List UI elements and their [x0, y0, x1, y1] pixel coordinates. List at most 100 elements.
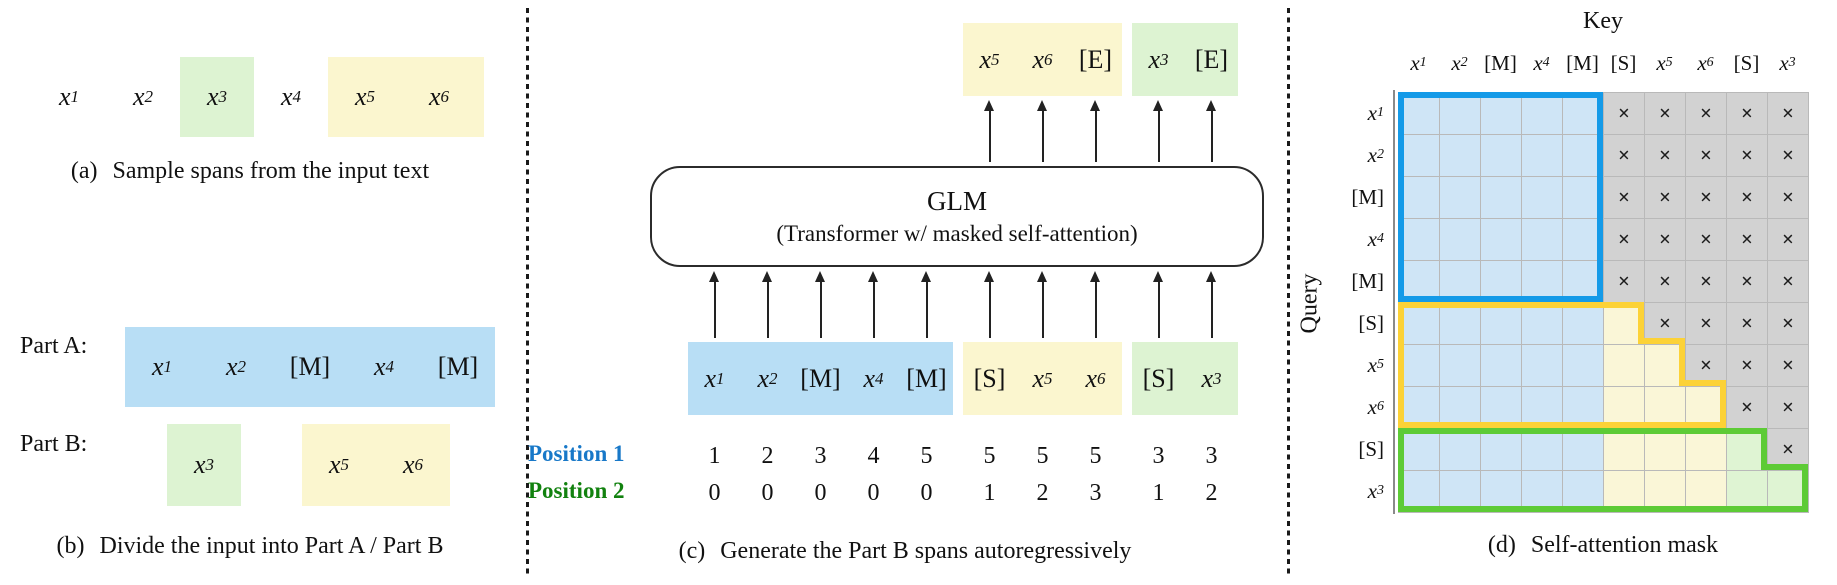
up-arrow-icon: [984, 100, 995, 162]
panel-a-caption-prefix: (a): [70, 158, 98, 184]
mask-cell-visible: [1563, 303, 1604, 345]
mask-cell-visible: [1604, 429, 1645, 471]
token-s: [S]: [963, 342, 1016, 415]
panel-d-caption-prefix: (d): [1487, 532, 1516, 558]
mask-cell-visible: [1440, 93, 1481, 135]
up-arrow-icon: [1090, 100, 1101, 162]
mask-cell-masked: ×: [1768, 303, 1809, 345]
mask-cell-visible: [1563, 471, 1604, 513]
mask-cell-masked: ×: [1768, 429, 1809, 471]
token-empty: [688, 23, 741, 96]
mask-cell-visible: [1399, 471, 1440, 513]
mask-cell-masked: ×: [1686, 261, 1727, 303]
up-arrow-icon: [762, 271, 773, 338]
mask-cell-visible: [1481, 93, 1522, 135]
up-arrow-icon: [1153, 100, 1164, 162]
mask-cell-masked: ×: [1727, 303, 1768, 345]
output-arrows: [688, 100, 1238, 162]
query-axis-line: [1393, 90, 1395, 514]
mask-cell-visible: [1481, 261, 1522, 303]
up-arrow-icon: [1090, 271, 1101, 338]
position1-value: 5: [920, 442, 933, 469]
token-m: [M]: [794, 342, 847, 415]
mask-cell-visible: [1522, 387, 1563, 429]
position1-value: 5: [1089, 442, 1102, 469]
panel-d-caption: (d) Self-attention mask: [1398, 532, 1808, 559]
up-arrow-icon: [709, 271, 720, 338]
up-arrow-icon: [1037, 271, 1048, 338]
mask-cell-masked: ×: [1727, 177, 1768, 219]
up-arrow-icon: [1153, 271, 1164, 338]
token-empty: [900, 23, 953, 96]
mask-cell-visible: [1399, 261, 1440, 303]
mask-cell-masked: ×: [1768, 261, 1809, 303]
mask-cell-visible: [1399, 303, 1440, 345]
position2-value: 0: [761, 479, 774, 506]
mask-col-label-token-s: [S]: [1733, 50, 1760, 75]
position2-value: 1: [1152, 479, 1165, 506]
mask-cell-visible: [1522, 303, 1563, 345]
arrow-column: [1016, 100, 1069, 162]
mask-cell-masked: ×: [1727, 261, 1768, 303]
mask-cell-visible: [1399, 219, 1440, 261]
token-s: [S]: [1132, 342, 1185, 415]
position2-value: 0: [708, 479, 721, 506]
arrow-column: [741, 100, 794, 162]
mask-cell-masked: ×: [1604, 93, 1645, 135]
up-arrow-icon: [868, 271, 879, 338]
mask-cell-visible: [1686, 471, 1727, 513]
position1-label: Position 1: [528, 441, 625, 466]
mask-cell-visible: [1604, 387, 1645, 429]
token-empty: [847, 23, 900, 96]
mask-cell-masked: ×: [1727, 345, 1768, 387]
up-arrow-icon: [815, 271, 826, 338]
mask-cell-visible: [1563, 429, 1604, 471]
mask-cell-masked: ×: [1645, 261, 1686, 303]
mask-cell-visible: [1604, 345, 1645, 387]
mask-col-label-token-s: [S]: [1610, 50, 1637, 75]
mask-cell-visible: [1522, 471, 1563, 513]
mask-cell-masked: ×: [1645, 135, 1686, 177]
mask-cell-visible: [1563, 219, 1604, 261]
arrow-column: [741, 271, 794, 338]
position1-value: 1: [708, 442, 721, 469]
mask-cell-visible: [1522, 93, 1563, 135]
mask-cell-visible: [1481, 387, 1522, 429]
mask-cell-masked: ×: [1727, 135, 1768, 177]
arrow-column: [1016, 271, 1069, 338]
position2-value: 1: [983, 479, 996, 506]
mask-cell-masked: ×: [1686, 345, 1727, 387]
mask-cell-visible: [1440, 219, 1481, 261]
position1-value: 4: [867, 442, 880, 469]
mask-cell-masked: ×: [1768, 135, 1809, 177]
mask-cell-visible: [1399, 387, 1440, 429]
mask-cell-visible: [1399, 429, 1440, 471]
mask-cell-visible: [1563, 345, 1604, 387]
position1-value: 5: [1036, 442, 1049, 469]
up-arrow-icon: [984, 271, 995, 338]
token-m: [M]: [273, 327, 347, 407]
mask-cell-visible: [1481, 135, 1522, 177]
mask-cell-masked: ×: [1645, 219, 1686, 261]
position2-value: 0: [920, 479, 933, 506]
mask-cell-masked: ×: [1686, 93, 1727, 135]
mask-cell-visible: [1645, 429, 1686, 471]
mask-cell-visible: [1563, 135, 1604, 177]
